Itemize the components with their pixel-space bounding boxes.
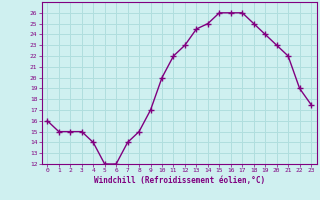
X-axis label: Windchill (Refroidissement éolien,°C): Windchill (Refroidissement éolien,°C) (94, 176, 265, 185)
